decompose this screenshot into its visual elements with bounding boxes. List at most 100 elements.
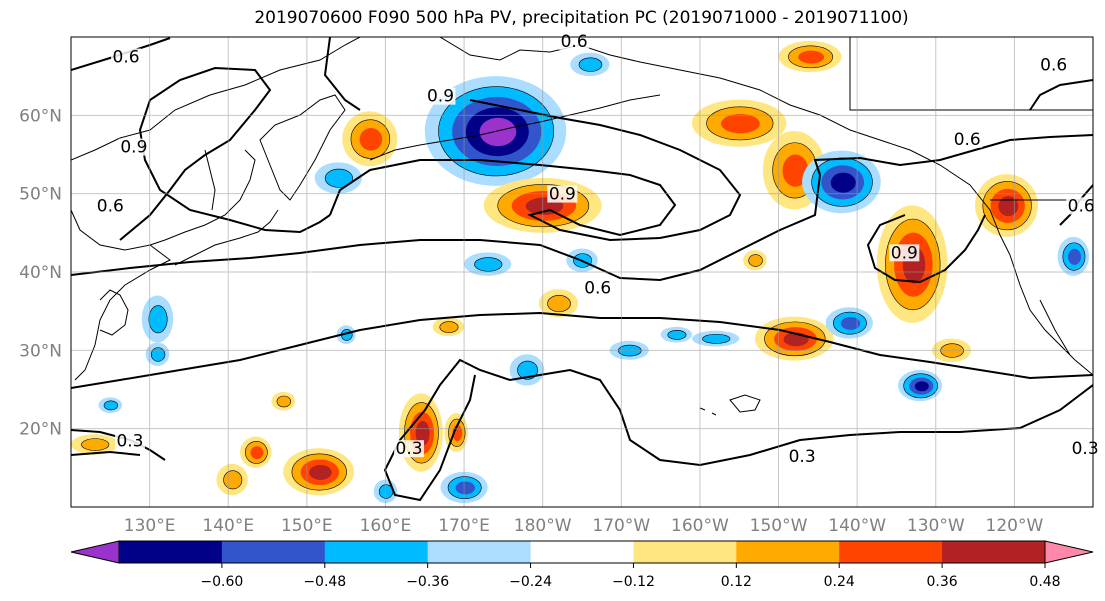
colorbar-segment [633, 541, 737, 563]
precip-level-2 [1068, 248, 1082, 265]
precip-area-29 [271, 391, 296, 411]
colorbar: −0.60 −0.48 −0.36 −0.24 −0.12 0.12 0.24 0.36 0.4… [70, 540, 1094, 590]
precip-level-1 [439, 321, 459, 333]
precip-area-27 [743, 250, 767, 271]
axis-tick-labels: 130°E 140°E 150°E 160°E 170°E 180°W 170°W 160°W… [19, 106, 1043, 536]
chart-title: 2019070600 F090 500 hPa PV, precipitatio… [254, 8, 909, 28]
precip-level-1 [103, 400, 119, 411]
precip-area-37 [98, 397, 123, 413]
contour-label: 0.6 [561, 32, 588, 52]
precip-level-2 [782, 154, 809, 187]
contour-label-bg [111, 48, 142, 66]
lon-tick-label: 150°W [750, 516, 808, 536]
lon-tick-label: 170°W [592, 516, 650, 536]
contour-label-bg [1038, 56, 1069, 74]
lon-tick-label: 140°E [202, 516, 254, 536]
plot-frame [70, 36, 1094, 508]
contour-label: 0.3 [396, 439, 423, 459]
colorbar-tick-label: −0.12 [612, 574, 655, 590]
contour-label-bg [547, 185, 578, 203]
colorbar-extend-high [1044, 540, 1094, 564]
precip-area-12 [283, 448, 355, 496]
contour-label: 0.6 [1068, 196, 1095, 216]
colorbar-tick-label: 0.48 [1029, 574, 1060, 590]
pv-contour-0.3-south-2 [383, 358, 1093, 502]
pv-contour-0.9-west [119, 66, 331, 241]
precip-level-1 [578, 57, 603, 72]
precip-level-1 [324, 168, 353, 188]
contour-label: 0.6 [97, 196, 124, 216]
precip-level-1 [276, 395, 292, 408]
precip-level-4 [479, 117, 517, 147]
contour-label: 0.6 [584, 279, 611, 299]
precip-level-2 [798, 50, 825, 64]
contour-label-bg [1066, 197, 1097, 215]
precip-area-3 [692, 99, 787, 147]
lon-tick-label: 130°E [124, 516, 176, 536]
colorbar-tick-label: 0.24 [824, 574, 855, 590]
precip-area-15 [538, 289, 579, 318]
precip-level-2 [721, 113, 760, 134]
pv-contour-0.9-central [329, 99, 742, 242]
precip-level-1 [148, 305, 168, 334]
colorbar-tick-label: −0.60 [200, 574, 243, 590]
lon-tick-label: 160°E [360, 516, 412, 536]
coastline-korea [99, 289, 129, 336]
colorbar-extend-low [70, 540, 120, 564]
lon-tick-label: 130°W [907, 516, 965, 536]
colorbar-segment [839, 541, 943, 563]
colorbar-outline [118, 540, 1046, 564]
contour-label-bg [118, 138, 149, 156]
colorbar-tick-label: 0.12 [721, 574, 752, 590]
precip-area-0 [342, 111, 398, 167]
contour-label: 0.9 [549, 185, 576, 205]
contour-label: 0.3 [789, 447, 816, 467]
colorbar-tick-label: −0.24 [509, 574, 552, 590]
precip-level-1 [702, 333, 731, 344]
precip-level-2 [359, 128, 383, 151]
precip-level-1 [150, 347, 166, 362]
colorbar-segment [530, 541, 634, 563]
lon-tick-label: 180°W [514, 516, 572, 536]
contour-label-bg [95, 197, 126, 215]
contour-label: 0.9 [427, 87, 454, 107]
contour-label: 0.3 [1072, 439, 1099, 459]
coastline-baja [1009, 254, 1093, 376]
coastline-sakhalin [204, 149, 216, 211]
precip-level-3 [998, 196, 1019, 217]
precip-area-14 [509, 354, 545, 386]
precip-level-3 [415, 420, 430, 446]
precip-area-9 [825, 307, 873, 339]
precip-level-1 [748, 254, 763, 267]
contour-label: 0.3 [116, 431, 143, 451]
precip-area-26 [336, 325, 356, 345]
precip-level-2 [840, 316, 861, 330]
precip-area-34 [570, 52, 610, 77]
colorbar-tick-label: 0.36 [927, 574, 958, 590]
lat-tick-label: 60°N [19, 106, 62, 126]
lon-tick-label: 170°E [438, 516, 490, 536]
colorbar-tick-label: −0.48 [303, 574, 346, 590]
colorbar-segment [221, 541, 326, 563]
precip-level-3 [914, 381, 929, 392]
contour-label: 0.6 [954, 130, 981, 150]
lat-tick-label: 30°N [19, 341, 62, 361]
precip-area-13 [240, 436, 272, 468]
contour-label-bg [889, 244, 920, 262]
contour-label: 0.6 [113, 48, 140, 68]
precip-level-1 [81, 438, 110, 451]
colorbar-segment [427, 541, 532, 563]
precip-level-3 [830, 172, 856, 193]
precip-area-8 [754, 316, 834, 361]
precip-area-33 [778, 40, 842, 73]
contour-label-bg [787, 448, 818, 465]
precip-area-28 [141, 295, 174, 343]
lat-tick-label: 20°N [19, 420, 62, 440]
contour-label: 0.6 [1040, 55, 1067, 75]
precip-area-7 [975, 174, 1038, 237]
precip-level-1 [547, 295, 571, 313]
lon-tick-label: 160°W [671, 516, 729, 536]
lon-tick-label: 140°W [828, 516, 886, 536]
contour-label: 0.9 [891, 243, 918, 263]
